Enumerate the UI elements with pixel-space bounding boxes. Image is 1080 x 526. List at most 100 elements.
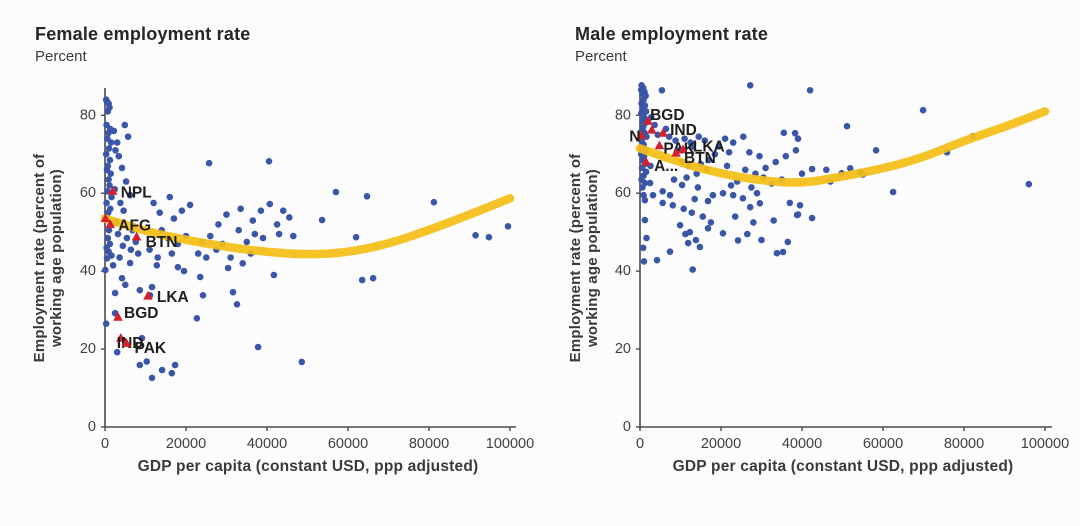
x-tick-label: 60000 xyxy=(863,436,903,452)
country-dot xyxy=(114,230,122,238)
country-dot xyxy=(792,147,800,154)
highlight-triangle xyxy=(143,290,153,300)
country-dot xyxy=(823,166,830,174)
country-dot xyxy=(640,258,648,265)
country-dot xyxy=(1025,180,1033,188)
highlight-triangle xyxy=(113,311,123,321)
country-dot xyxy=(223,211,230,218)
x-tick-label: 40000 xyxy=(247,436,287,452)
country-dot xyxy=(117,199,124,207)
y-tick-label: 20 xyxy=(80,341,96,357)
country-dot xyxy=(758,236,765,244)
country-dot xyxy=(265,158,273,165)
country-dot xyxy=(742,166,749,174)
country-dot xyxy=(746,149,753,156)
country-dot xyxy=(290,232,297,240)
highlight-triangle xyxy=(671,147,681,157)
country-dot xyxy=(115,152,123,160)
country-dot xyxy=(808,214,816,222)
country-dot xyxy=(639,244,647,252)
country-code-label: BTN xyxy=(146,234,178,251)
x-tick-label: 40000 xyxy=(782,436,822,452)
country-dot xyxy=(110,127,118,135)
y-axis-label-line2: working age population) xyxy=(584,169,601,348)
country-dot xyxy=(651,121,658,129)
country-dot xyxy=(134,250,142,257)
country-dot xyxy=(723,162,731,170)
country-dot xyxy=(318,216,326,224)
country-dot xyxy=(689,266,696,273)
highlight-triangle xyxy=(658,128,668,137)
country-dot xyxy=(694,184,702,191)
country-dot xyxy=(646,179,654,187)
country-dot xyxy=(178,207,186,214)
country-dot xyxy=(719,230,727,237)
country-dot xyxy=(670,176,678,183)
country-code-label: A... xyxy=(654,158,678,175)
country-dot xyxy=(153,262,161,269)
y-axis-label-line1: Employment rate (percent of xyxy=(567,153,584,363)
country-dot xyxy=(794,135,802,142)
country-dot xyxy=(649,191,657,199)
country-dot xyxy=(727,182,735,189)
country-dot xyxy=(199,292,207,299)
country-dot xyxy=(105,129,112,137)
country-dot xyxy=(729,139,737,146)
country-dot xyxy=(233,301,241,308)
country-dot xyxy=(136,361,144,369)
highlight-triangle xyxy=(131,231,142,241)
chart-subtitle: Percent xyxy=(575,48,627,65)
highlight-triangle xyxy=(641,156,651,166)
y-tick-label: 60 xyxy=(80,185,96,201)
trend-curve xyxy=(635,107,1050,187)
x-tick-label: 100000 xyxy=(1021,436,1069,452)
country-dot xyxy=(688,209,696,216)
country-dot xyxy=(106,156,114,164)
country-dot xyxy=(124,133,132,140)
country-dot xyxy=(695,133,702,140)
female-employment-chart: Female employment rate Percent 0 20 40 60 80… xyxy=(31,24,534,475)
country-dot xyxy=(168,250,176,257)
country-dot xyxy=(108,193,115,201)
country-code-label: NPL xyxy=(121,184,152,201)
country-dot xyxy=(123,234,131,242)
country-dot xyxy=(683,174,690,181)
plot-content: 0 20 40 60 80 0 20000 40000 60000 80000 100000 BGD N… xyxy=(615,82,1069,452)
country-dot xyxy=(150,199,157,207)
country-dot xyxy=(680,205,687,213)
y-tick-label: 80 xyxy=(615,107,631,123)
highlight-triangle xyxy=(105,219,116,228)
country-dot xyxy=(158,366,166,374)
country-dot xyxy=(798,170,806,177)
country-dot xyxy=(796,202,804,209)
country-dot xyxy=(103,199,110,207)
country-dot xyxy=(808,165,816,173)
country-dot xyxy=(666,191,674,199)
country-dot xyxy=(227,254,234,261)
country-dot xyxy=(709,191,717,199)
country-dot xyxy=(658,87,666,94)
country-dot xyxy=(725,149,733,156)
country-dot xyxy=(782,152,790,160)
country-dot xyxy=(243,238,251,246)
y-axis-label-line1: Employment rate (percent of xyxy=(31,153,48,363)
country-dot xyxy=(711,150,719,158)
country-dot xyxy=(138,334,146,342)
country-dot xyxy=(203,254,210,261)
country-code-label: IND xyxy=(117,335,144,352)
highlight-triangle xyxy=(636,130,647,140)
country-dot xyxy=(106,182,113,189)
country-dot xyxy=(118,164,126,172)
country-code-label: N xyxy=(629,129,640,146)
trend-curve xyxy=(100,194,515,259)
country-dot xyxy=(762,164,769,172)
country-dot xyxy=(746,82,754,89)
y-axis-label-line2: working age population) xyxy=(48,169,65,348)
y-tick-label: 40 xyxy=(615,263,631,279)
highlight-triangle xyxy=(121,338,132,347)
country-dot xyxy=(105,226,113,234)
country-dot xyxy=(194,250,202,257)
country-dot xyxy=(166,193,174,201)
country-code-label: BGD xyxy=(124,305,158,322)
